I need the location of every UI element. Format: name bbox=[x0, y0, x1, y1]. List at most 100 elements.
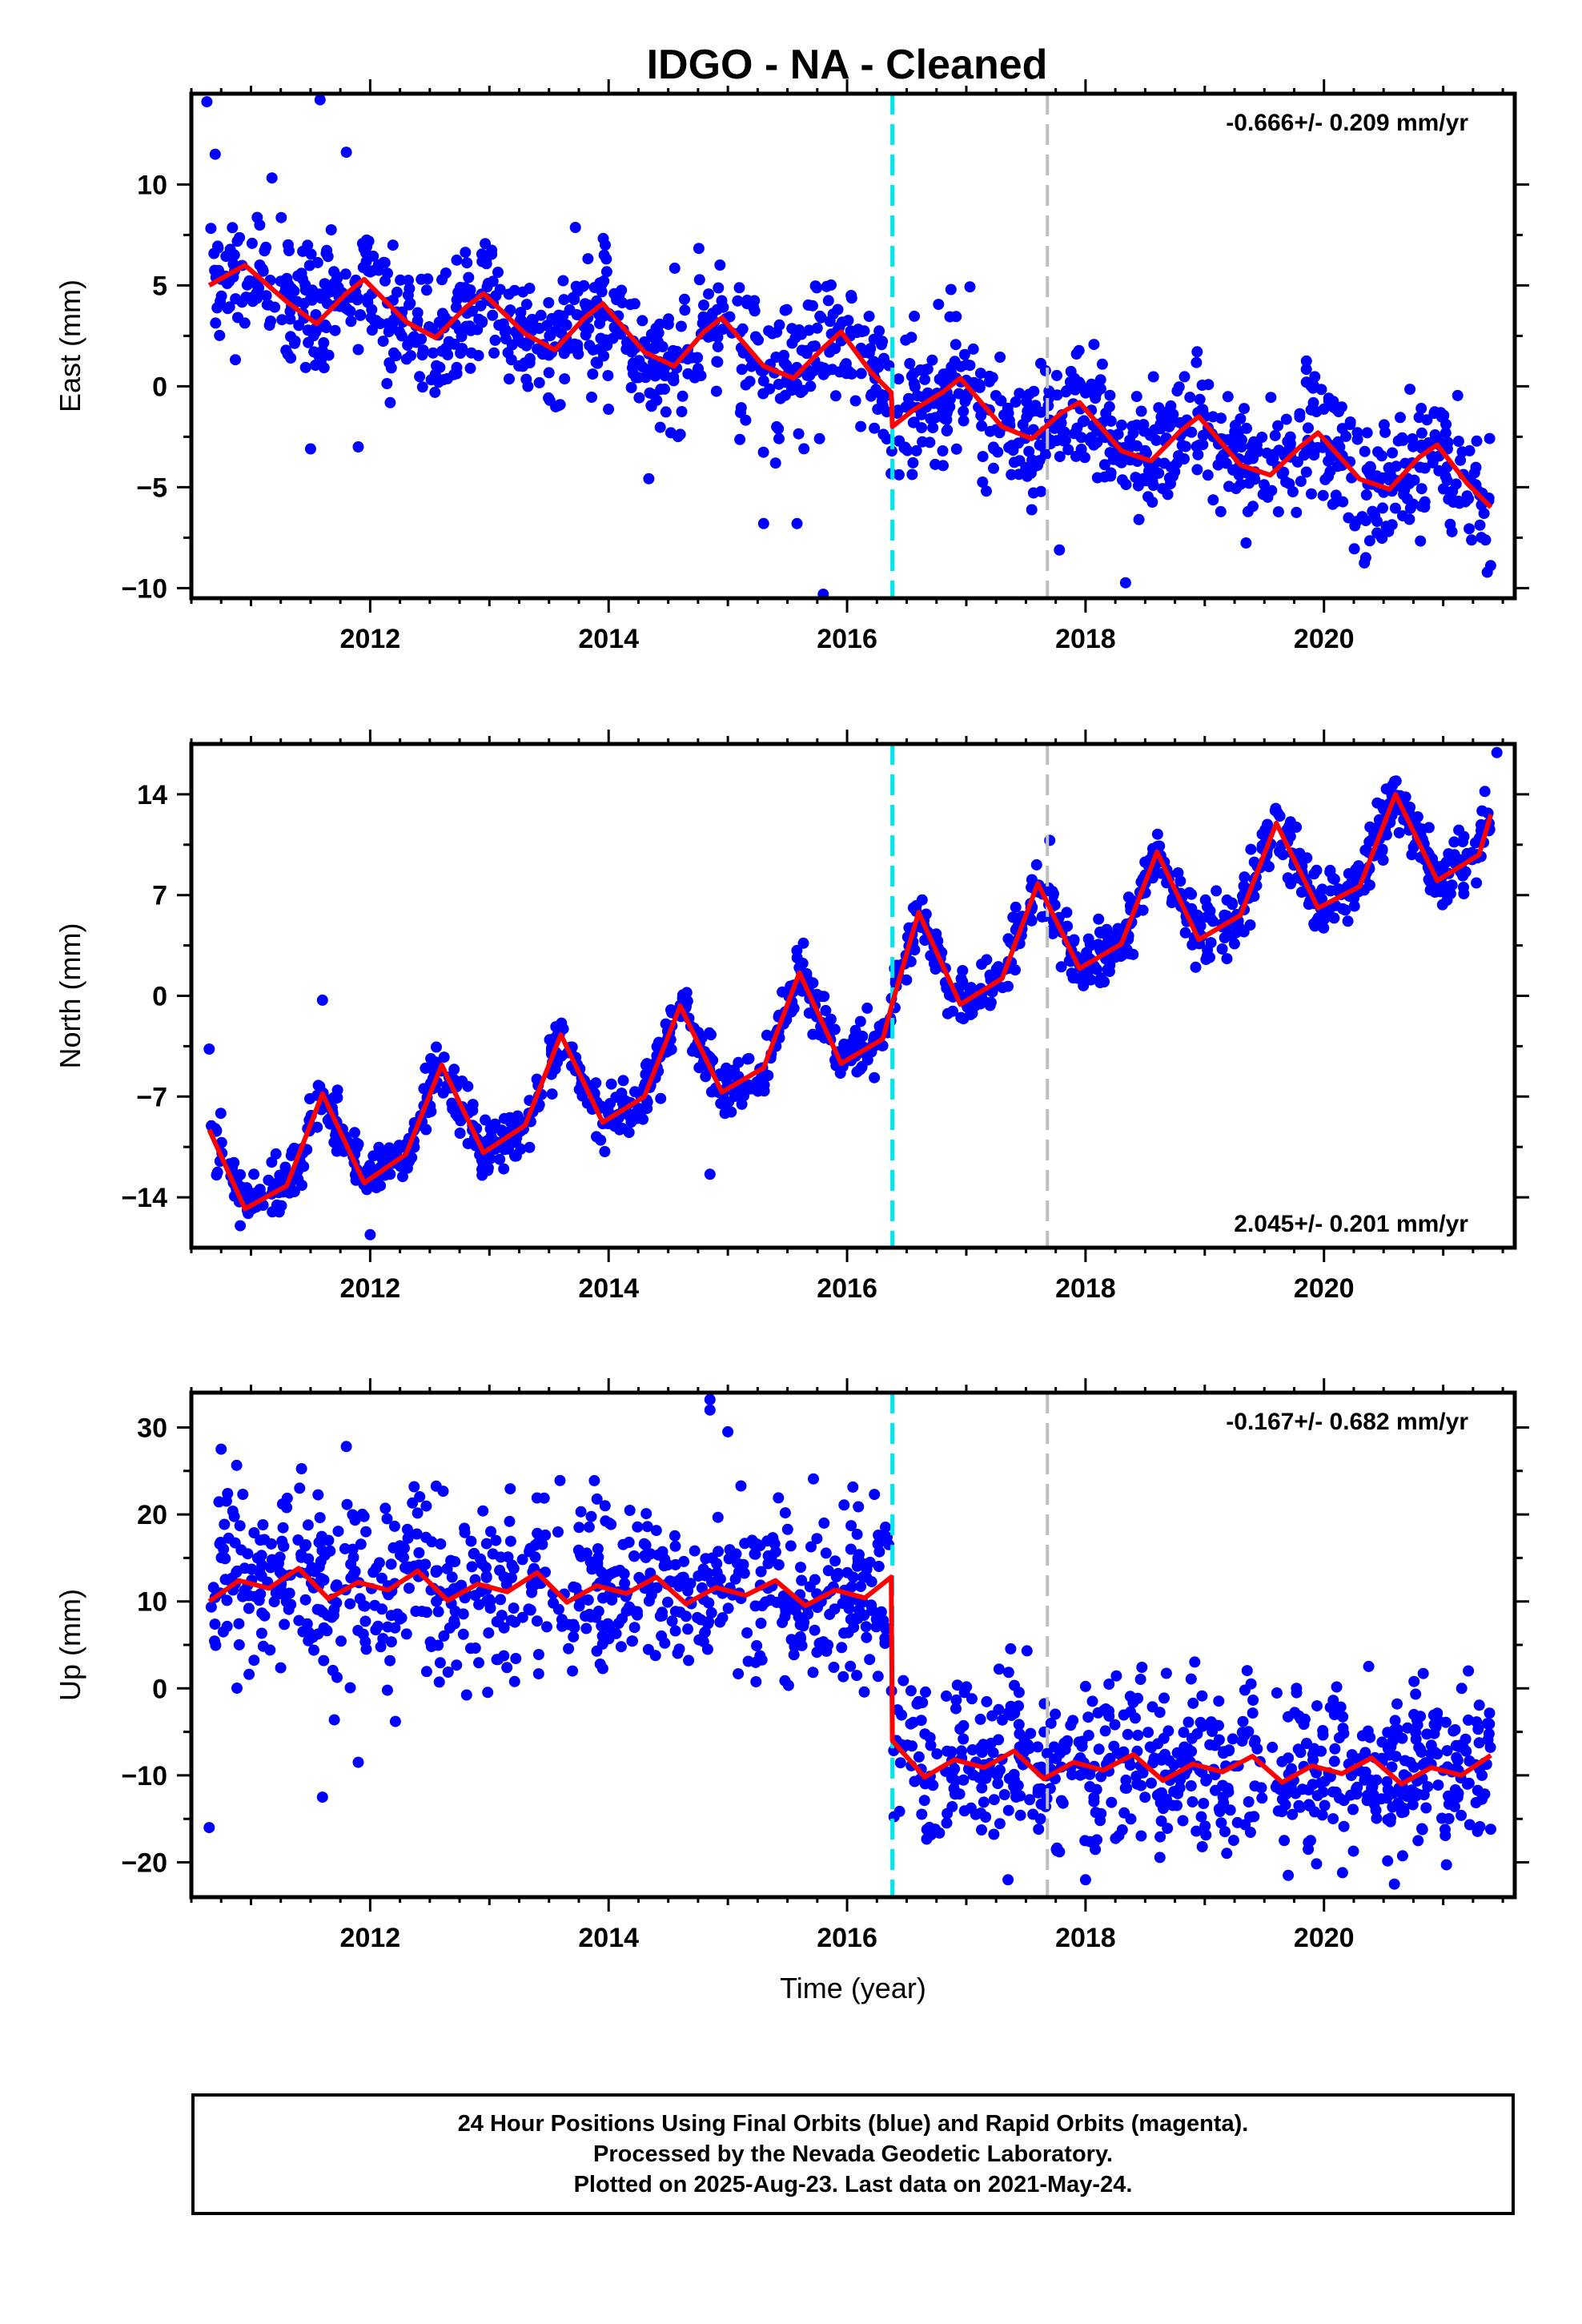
data-point bbox=[1295, 476, 1307, 488]
data-point bbox=[214, 329, 226, 341]
model-fit-line bbox=[207, 791, 1494, 1212]
data-point bbox=[1399, 791, 1411, 803]
data-point bbox=[696, 1582, 708, 1594]
data-point bbox=[855, 1581, 867, 1592]
data-point bbox=[482, 1687, 494, 1699]
data-point bbox=[1130, 472, 1142, 484]
data-point bbox=[873, 1561, 885, 1572]
data-point bbox=[1066, 1769, 1078, 1781]
data-point bbox=[442, 1667, 454, 1678]
data-point bbox=[1146, 475, 1158, 487]
data-point bbox=[536, 348, 548, 360]
data-point bbox=[1116, 419, 1127, 431]
data-point bbox=[1186, 1796, 1199, 1807]
data-point bbox=[344, 1598, 356, 1610]
data-point bbox=[1436, 899, 1448, 911]
data-point bbox=[1218, 1747, 1229, 1759]
velocity-label: -0.666+/- 0.209 mm/yr bbox=[1226, 110, 1468, 136]
data-point bbox=[314, 1080, 326, 1092]
data-point bbox=[1191, 464, 1203, 476]
data-point bbox=[1259, 824, 1271, 836]
data-point bbox=[424, 321, 435, 333]
data-point bbox=[640, 1508, 652, 1520]
data-point bbox=[1415, 535, 1427, 547]
data-point bbox=[822, 295, 834, 307]
data-point bbox=[494, 283, 506, 296]
data-point bbox=[745, 360, 757, 372]
data-point bbox=[840, 358, 852, 370]
data-point bbox=[420, 284, 432, 296]
data-point bbox=[1319, 1775, 1331, 1787]
data-point bbox=[798, 443, 810, 455]
data-point bbox=[1115, 951, 1126, 962]
data-point bbox=[920, 1686, 931, 1698]
data-point bbox=[308, 1644, 319, 1656]
x-tick-label: 2014 bbox=[578, 1923, 639, 1953]
data-point bbox=[220, 1495, 232, 1507]
data-point bbox=[375, 1572, 387, 1584]
data-point bbox=[828, 1662, 840, 1673]
data-point bbox=[285, 352, 297, 364]
data-point bbox=[432, 376, 444, 388]
outlier-point bbox=[304, 443, 316, 455]
data-point bbox=[1360, 515, 1371, 527]
data-point bbox=[1376, 533, 1388, 545]
data-point bbox=[1096, 358, 1108, 370]
data-point bbox=[504, 373, 515, 385]
data-point bbox=[1423, 822, 1435, 834]
data-point bbox=[869, 1489, 881, 1501]
data-point bbox=[396, 1171, 408, 1183]
data-point bbox=[210, 317, 222, 329]
data-point bbox=[1098, 471, 1110, 483]
data-point bbox=[240, 292, 252, 304]
data-point bbox=[497, 318, 509, 330]
data-point bbox=[352, 344, 364, 356]
data-point bbox=[1440, 856, 1452, 868]
data-point bbox=[1415, 1743, 1427, 1755]
data-point bbox=[235, 1168, 247, 1180]
data-point bbox=[1111, 1747, 1123, 1759]
data-point bbox=[1452, 389, 1464, 401]
data-point bbox=[1266, 454, 1278, 466]
data-point bbox=[1484, 1707, 1496, 1719]
data-point bbox=[395, 1160, 406, 1172]
data-point bbox=[975, 1807, 987, 1819]
data-point bbox=[505, 1614, 517, 1626]
data-point bbox=[1256, 1792, 1268, 1804]
data-point bbox=[679, 293, 690, 305]
data-point bbox=[403, 275, 414, 286]
data-point bbox=[364, 266, 376, 278]
data-point bbox=[961, 1681, 973, 1693]
data-point bbox=[393, 1542, 405, 1554]
data-point bbox=[219, 1518, 231, 1530]
data-point bbox=[659, 1637, 671, 1649]
data-point bbox=[649, 364, 661, 376]
data-point bbox=[720, 1104, 732, 1116]
data-point bbox=[762, 1558, 774, 1570]
data-point bbox=[540, 1529, 552, 1541]
data-point bbox=[1213, 1695, 1225, 1707]
footer-line-1: 24 Hour Positions Using Final Orbits (bl… bbox=[457, 2111, 1249, 2137]
y-tick-label: 7 bbox=[152, 881, 167, 911]
data-point bbox=[958, 415, 970, 427]
data-point bbox=[1088, 388, 1099, 400]
data-point bbox=[231, 1683, 243, 1694]
data-point bbox=[669, 262, 681, 274]
data-point bbox=[587, 368, 599, 380]
data-point bbox=[697, 317, 709, 329]
data-point bbox=[987, 1747, 999, 1759]
data-point bbox=[1448, 849, 1460, 861]
data-point bbox=[938, 460, 949, 472]
data-point bbox=[1337, 496, 1349, 508]
data-point bbox=[807, 1028, 819, 1040]
data-point bbox=[851, 1670, 863, 1682]
outlier-point bbox=[215, 1443, 227, 1455]
data-point bbox=[632, 1521, 644, 1533]
data-point bbox=[842, 315, 854, 327]
data-point bbox=[907, 416, 919, 428]
data-point bbox=[669, 1540, 681, 1552]
data-point bbox=[375, 1641, 387, 1653]
data-point bbox=[1323, 470, 1335, 482]
data-point bbox=[1270, 802, 1282, 814]
data-point bbox=[1377, 502, 1388, 514]
